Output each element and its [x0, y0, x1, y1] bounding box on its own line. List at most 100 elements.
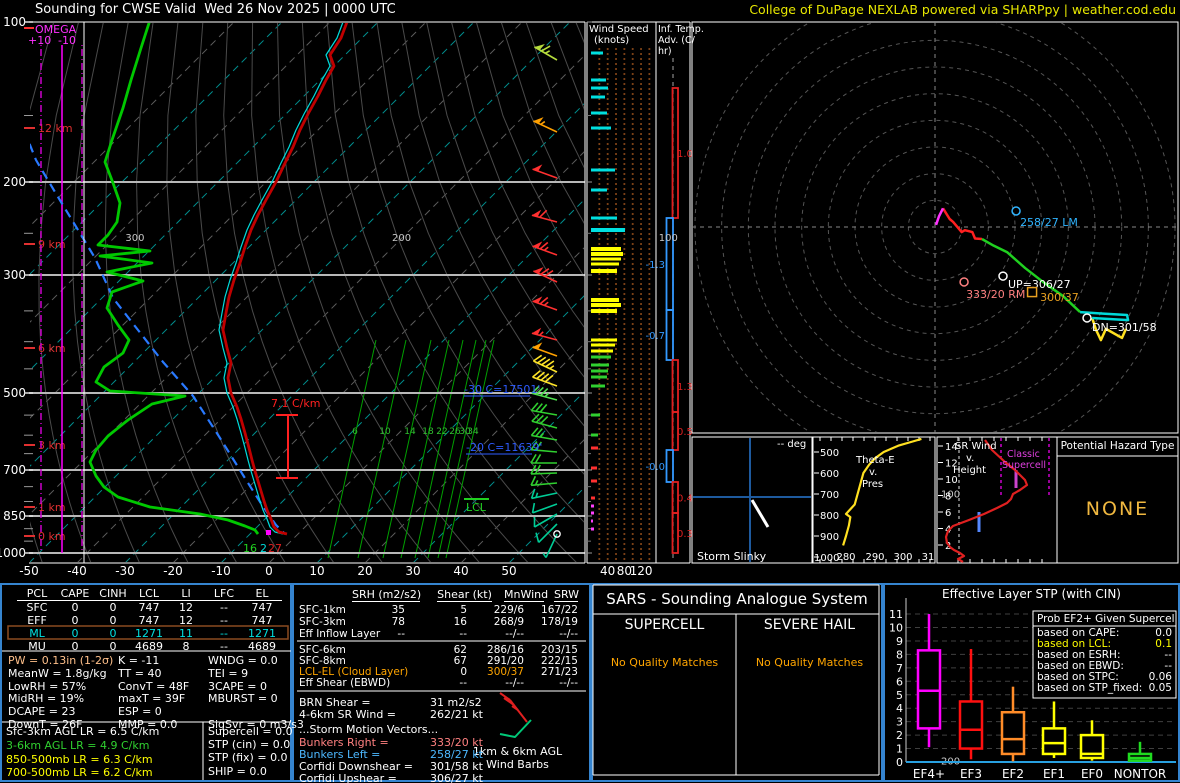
- srwind-curve: [944, 439, 1029, 563]
- stp-prob-value: 0.1: [1155, 638, 1172, 650]
- ef-category-label: EF3: [960, 767, 982, 781]
- temp-adv-bar: [665, 309, 674, 361]
- surface-wind-marker: [553, 530, 561, 538]
- hodo-marker-label: DN=301/58: [1092, 321, 1157, 334]
- temp-tick-label: 20: [357, 564, 372, 578]
- wetbulb-trace: [218, 23, 344, 535]
- wind-speed-axis-label: 40: [600, 564, 615, 578]
- wind-barb-pennant: [533, 267, 544, 274]
- wind-barb-feather: [541, 358, 551, 366]
- wind-barb: [531, 492, 558, 500]
- composite-index-value: STP (fix) = 0.0: [208, 751, 288, 765]
- temp-adv-value: 1.3: [677, 382, 693, 393]
- srwind-title-1: SR Wind: [955, 441, 997, 452]
- hodograph-trace-0-3km: [941, 207, 983, 241]
- wind-speed-bar: [591, 269, 617, 273]
- wind-barb-pennant: [532, 296, 543, 304]
- wind-speed-bar: [591, 247, 621, 251]
- wind-speed-panel-units: (knots): [594, 35, 630, 46]
- storm-motion-label: Corfidi Upshear =: [299, 772, 397, 783]
- wind-barb: [534, 513, 558, 528]
- thermo-index: TEI = 9: [208, 666, 249, 680]
- kinematic-row-value: --/--: [505, 677, 524, 689]
- temp-adv-bar: [671, 411, 679, 451]
- srwind-ytick-label: 2: [945, 541, 951, 552]
- parcel-row-value: 0: [71, 627, 79, 640]
- hazard-panel-title: Potential Hazard Type: [1060, 440, 1175, 452]
- inset-1km-barb: [511, 705, 519, 711]
- stp-ytick-label: 2: [896, 729, 903, 742]
- temp-adv-title-2: Adv. (C/: [658, 35, 695, 46]
- isotherm-line: [30, 23, 330, 323]
- wind-barb: [531, 420, 558, 429]
- lapse-rate-value: Sfc-3km AGL LR = 6.5 C/km: [6, 725, 160, 738]
- kinematic-row-name: Eff Inflow Layer: [299, 628, 381, 640]
- temp-tick-label: -50: [19, 564, 39, 578]
- wind-barb: [533, 360, 558, 373]
- pressure-tick-label: 100: [3, 15, 26, 29]
- temp-adv-value: 0.4: [677, 494, 693, 505]
- height-tick-label: 0 km: [38, 530, 66, 543]
- parcel-row-value: 0: [109, 627, 117, 640]
- mixing-ratio-line: [327, 339, 377, 559]
- classic-supercell-note-1: Classic: [1007, 449, 1040, 460]
- temp-adv-value: -0.7: [645, 331, 665, 342]
- parcel-row-value: 747: [138, 601, 160, 614]
- parcel-trace: [30, 142, 286, 535]
- temp-tick-label: 50: [501, 564, 516, 578]
- wind-speed-bar: [591, 413, 600, 417]
- wind-barb-feather: [537, 356, 547, 364]
- kinematic-row-name: SFC-3km: [299, 616, 346, 628]
- stp-prob-label: based on EBWD:: [1037, 660, 1124, 672]
- temp-adv-bar: [671, 512, 679, 554]
- temp-adv-value: 0.3: [677, 529, 693, 540]
- hodograph-trace-3-6km: [981, 237, 1081, 313]
- sars-hail-message: No Quality Matches: [755, 656, 864, 669]
- mixing-ratio-label: 26: [449, 427, 461, 437]
- site-credit-link[interactable]: College of DuPage NEXLAB powered via SHA…: [749, 2, 1176, 17]
- boxplot-box: [958, 700, 984, 750]
- ef-category-label: EF1: [1043, 767, 1065, 781]
- temp-adv-title-3: hr): [658, 46, 672, 57]
- mixing-ratio-label: 34: [467, 427, 479, 437]
- thermo-index: MidRH = 19%: [8, 692, 85, 706]
- wind-barb-feather: [536, 371, 546, 380]
- parcel-row-value: 4689: [135, 640, 163, 653]
- thermo-index: ConvT = 48F: [118, 679, 190, 693]
- barb-caption-1: 1km & 6km AGL: [472, 745, 563, 758]
- hazard-value: NONE: [1085, 498, 1150, 520]
- lapse-rate-annotation: 7.1 C/km: [271, 397, 321, 410]
- temp-adv-value: 0.5: [677, 427, 693, 438]
- isotherm-line: [365, 343, 584, 562]
- thermo-index: maxT = 39F: [118, 692, 186, 706]
- stp-prob-label: based on ESRH:: [1037, 649, 1121, 661]
- composite-index-value: Supercell = 0.0: [208, 725, 293, 738]
- wind-barb: [531, 214, 558, 223]
- stp-prob-value: --: [1164, 660, 1172, 672]
- wind-speed-bar: [591, 466, 597, 470]
- wind-speed-bar: [591, 504, 594, 508]
- isotherm-line: [30, 23, 234, 227]
- wind-barb-feather: [539, 241, 549, 250]
- wind-barb-pennant: [532, 241, 543, 249]
- wind-barb-feather: [530, 402, 539, 412]
- srwind-ytick-label: 12: [945, 459, 958, 470]
- srwind-ytick-label: 14: [945, 442, 958, 453]
- wind-speed-bar: [591, 343, 615, 347]
- pressure-tick-label: 700: [3, 463, 26, 477]
- surface-temp-label: 27: [268, 542, 282, 555]
- thetae-ytick-label: 1000: [814, 553, 839, 564]
- kinematic-row-name: SFC-1km: [299, 604, 346, 616]
- wind-speed-bar: [591, 126, 611, 130]
- thetae-ytick-label: 900: [820, 532, 839, 543]
- thermo-index: LowRH = 57%: [8, 679, 87, 693]
- inset-frame: [812, 436, 936, 564]
- wind-barb: [532, 168, 558, 179]
- isotherm-line: [30, 23, 282, 275]
- wind-barb: [532, 503, 558, 514]
- thermo-index: PW = 0.13in (1-2σ): [8, 654, 114, 667]
- wind-speed-bar: [591, 527, 594, 531]
- mixing-ratio-line: [400, 339, 450, 559]
- kinematic-extra-value: 262/21 kt: [430, 708, 483, 721]
- storm-motion-header: ...Storm Motion Vectors...: [299, 723, 439, 736]
